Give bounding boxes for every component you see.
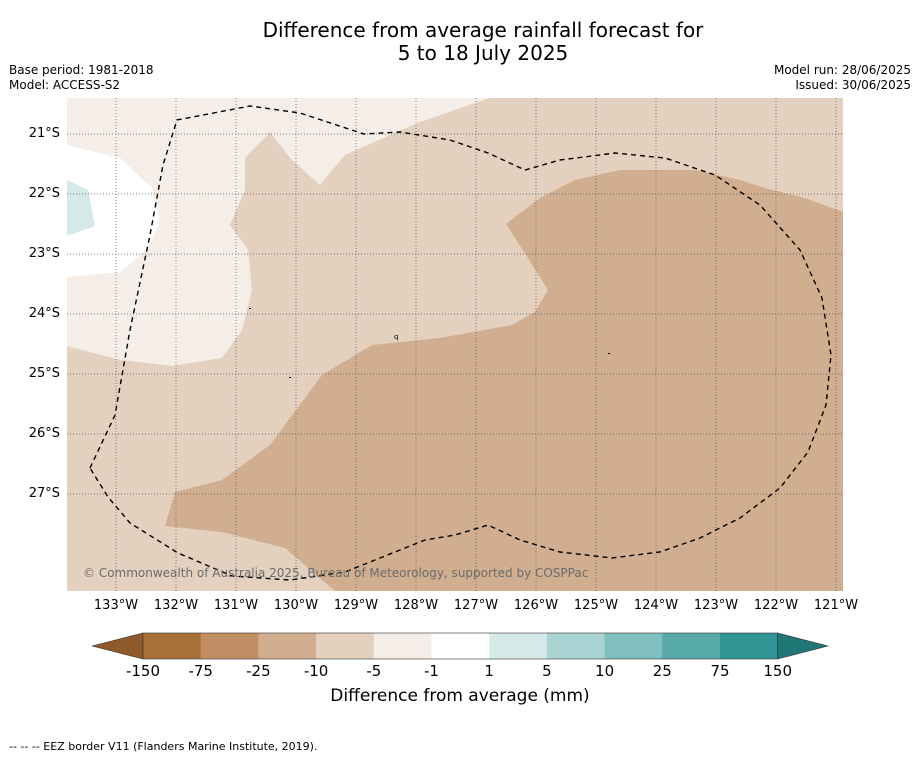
base-period: Base period: 1981-2018: [9, 63, 154, 77]
lon-label-3: 130°W: [273, 598, 319, 613]
lat-label-0: 21°S: [28, 126, 60, 141]
colorbar-segment-10: [720, 633, 779, 659]
small-island-marker: q: [394, 333, 398, 341]
colorbar-segment-7: [546, 633, 606, 659]
copyright-watermark: © Commonwealth of Australia 2025, Bureau…: [83, 566, 588, 580]
colorbar-high-extend: [777, 632, 830, 660]
lat-label-2: 23°S: [28, 246, 60, 261]
meta-right: Model run: 28/06/2025 Issued: 30/06/2025: [774, 63, 911, 93]
model-name: Model: ACCESS-S2: [9, 78, 121, 92]
colorbar-segment-8: [604, 633, 663, 659]
colorbar-tick-4: -5: [366, 662, 382, 680]
lon-label-11: 122°W: [753, 598, 799, 613]
lat-label-1: 22°S: [28, 186, 60, 201]
title-line-2: 5 to 18 July 2025: [397, 41, 569, 65]
lon-label-12: 121°W: [813, 598, 859, 613]
gridlines: [67, 98, 843, 591]
lon-label-1: 132°W: [153, 598, 199, 613]
colorbar-segment-6: [489, 633, 548, 659]
title-line-1: Difference from average rainfall forecas…: [262, 18, 704, 42]
colorbar-segment-0: [143, 633, 202, 659]
colorbar-tick-10: 75: [710, 662, 730, 680]
map-area: q: [67, 98, 843, 591]
colorbar-segment-9: [662, 633, 721, 659]
colorbar-tick-9: 25: [652, 662, 672, 680]
meta-left: Base period: 1981-2018 Model: ACCESS-S2: [9, 63, 154, 93]
colorbar-tick-0: -150: [125, 662, 161, 680]
colorbar-tick-1: -75: [188, 662, 213, 680]
lat-label-5: 26°S: [28, 426, 60, 441]
lon-label-5: 128°W: [393, 598, 439, 613]
colorbar-tick-2: -25: [246, 662, 271, 680]
lon-label-10: 123°W: [693, 598, 739, 613]
colorbar-outline: [142, 632, 779, 660]
lon-label-4: 129°W: [333, 598, 379, 613]
eez-border: [89, 105, 832, 581]
lon-label-8: 125°W: [573, 598, 619, 613]
colorbar-tick-5: -1: [424, 662, 439, 680]
lat-label-3: 24°S: [28, 306, 60, 321]
colorbar-segment-5: [431, 633, 490, 659]
lon-label-9: 124°W: [633, 598, 679, 613]
lon-label-7: 126°W: [513, 598, 559, 613]
lon-label-2: 131°W: [213, 598, 259, 613]
dot-marker-2: [289, 377, 291, 378]
colorbar-tick-6: 1: [484, 662, 494, 680]
colorbar-low-extend: [91, 632, 144, 660]
lon-label-6: 127°W: [453, 598, 499, 613]
region-minus1-plus1: [67, 145, 160, 277]
region-minus25-minus10: [165, 170, 843, 591]
lat-label-6: 27°S: [28, 486, 60, 501]
colorbar-segment-3: [316, 633, 375, 659]
region-minus5-minus1: [67, 98, 490, 366]
colorbar-tick-11: 150: [763, 662, 792, 680]
model-run: Model run: 28/06/2025: [773, 63, 911, 77]
colorbar-tick-3: -10: [303, 662, 329, 680]
map-title: Difference from average rainfall forecas…: [0, 19, 919, 65]
colorbar-tick-8: 10: [595, 662, 615, 680]
lon-label-0: 133°W: [93, 598, 139, 613]
dot-marker-3: [608, 353, 610, 354]
eez-footnote: -- -- -- EEZ border V11 (Flanders Marine…: [9, 740, 318, 753]
colorbar-title: Difference from average (mm): [330, 686, 590, 706]
issued-date: Issued: 30/06/2025: [795, 78, 911, 92]
dot-marker-1: [249, 308, 251, 309]
colorbar-tick-7: 5: [542, 662, 552, 680]
colorbar-segment-1: [200, 633, 259, 659]
colorbar-segment-4: [373, 633, 432, 659]
lat-label-4: 25°S: [28, 366, 60, 381]
colorbar: [91, 632, 830, 660]
colorbar-segment-2: [258, 633, 317, 659]
